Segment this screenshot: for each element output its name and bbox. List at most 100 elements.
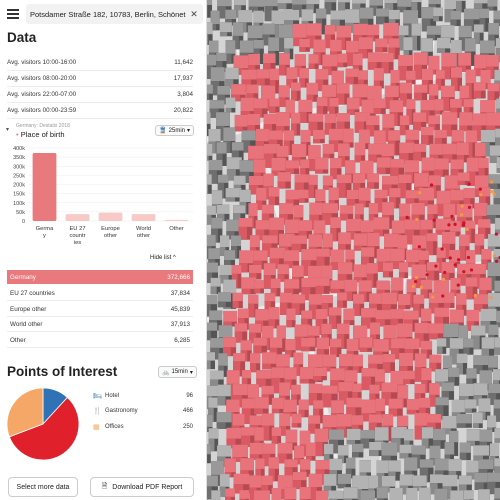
building	[337, 473, 352, 489]
building	[367, 173, 379, 189]
building	[352, 354, 363, 373]
bar[interactable]	[32, 152, 57, 221]
building	[405, 190, 421, 204]
building	[345, 457, 356, 479]
bar[interactable]	[164, 219, 189, 221]
building	[238, 217, 253, 240]
building	[291, 112, 301, 136]
building	[463, 188, 475, 209]
poi-marker	[443, 270, 447, 275]
building	[323, 443, 334, 466]
x-tick-label: Other	[169, 226, 184, 232]
poi-marker	[462, 270, 466, 274]
travel-time-value: 25min	[168, 127, 185, 134]
building	[324, 25, 336, 49]
poi-marker	[414, 275, 419, 280]
building	[277, 0, 293, 10]
building	[478, 489, 490, 500]
building	[277, 442, 293, 464]
poi-marker	[411, 284, 415, 289]
x-tick-label: y	[43, 233, 46, 239]
list-item-germany[interactable]: Germany 372,666	[7, 270, 193, 284]
building	[324, 0, 337, 15]
building	[299, 487, 311, 500]
building	[398, 294, 411, 310]
building	[207, 322, 218, 341]
stat-row: Avg. visitors 22:00-07:00 3,804	[7, 87, 193, 103]
search-input[interactable]: Potsdamer Straße 182, 10783, Berlin, Sch…	[26, 4, 203, 24]
bar[interactable]	[98, 212, 123, 221]
poi-travel-time-selector[interactable]: 🚲 15min ▾	[158, 366, 197, 378]
poi-marker	[441, 294, 445, 298]
building	[271, 397, 285, 414]
building	[360, 490, 376, 500]
menu-icon[interactable]	[4, 5, 22, 23]
building	[207, 352, 216, 370]
building	[382, 114, 395, 142]
stat-label: Avg. visitors 22:00-07:00	[7, 91, 77, 98]
poi-pie-chart	[6, 387, 80, 461]
list-item[interactable]: EU 27 countries 37,834	[7, 287, 193, 301]
building	[488, 174, 500, 189]
download-pdf-label: Download PDF Report	[112, 483, 183, 491]
building	[375, 310, 392, 327]
building	[420, 279, 433, 299]
building	[219, 264, 235, 284]
hide-list-toggle[interactable]: Hide list ^	[150, 255, 176, 261]
building	[406, 70, 416, 85]
chevron-down-icon[interactable]: ▾	[6, 127, 10, 133]
building	[493, 399, 500, 422]
building	[207, 0, 213, 18]
building	[441, 262, 455, 280]
poi-marker	[429, 183, 434, 187]
building	[434, 158, 449, 177]
building	[256, 370, 273, 388]
building	[219, 235, 230, 256]
building	[285, 339, 296, 358]
x-tick-label: other	[137, 233, 150, 239]
travel-time-selector[interactable]: 🚆 25min ▾	[155, 125, 194, 136]
building	[474, 233, 485, 255]
poi-marker	[473, 293, 477, 298]
building	[208, 248, 220, 266]
building	[299, 367, 316, 384]
building	[232, 444, 248, 462]
building	[406, 487, 418, 500]
list-value: 45,839	[170, 306, 190, 313]
building	[403, 370, 415, 385]
poi-marker	[492, 254, 497, 258]
poi-marker	[460, 204, 464, 208]
list-item[interactable]: Other 6,285	[7, 334, 193, 348]
3d-building-map[interactable]	[207, 0, 500, 500]
building	[352, 383, 362, 400]
building	[463, 490, 474, 500]
close-icon[interactable]: ✕	[190, 8, 198, 19]
building	[397, 0, 412, 13]
x-tick-label: World	[136, 226, 151, 232]
poi-marker	[465, 227, 469, 231]
list-item[interactable]: Europe other 45,839	[7, 303, 193, 317]
y-tick-label: 250k	[13, 173, 25, 179]
building	[225, 188, 242, 202]
building	[329, 97, 339, 117]
stat-value: 11,642	[174, 59, 193, 66]
building	[249, 442, 265, 460]
building	[375, 38, 388, 53]
building	[382, 262, 394, 278]
building	[286, 308, 296, 328]
place-of-birth-header[interactable]: ▾ Germany: Destatis 2018 • Place of birt…	[6, 123, 194, 145]
building	[353, 264, 368, 283]
building	[466, 368, 477, 387]
poi-marker	[405, 215, 409, 219]
document-icon: 🗎	[101, 482, 108, 490]
building	[210, 10, 220, 31]
building	[279, 53, 290, 76]
download-pdf-button[interactable]: 🗎 Download PDF Report	[90, 477, 194, 497]
map-view[interactable]	[207, 0, 500, 500]
select-more-data-button[interactable]: Select more data	[8, 477, 78, 497]
bar[interactable]	[131, 214, 156, 221]
building	[435, 369, 451, 387]
list-item[interactable]: World other 37,913	[7, 318, 193, 332]
list-value: 37,913	[170, 321, 190, 328]
bar[interactable]	[65, 214, 90, 221]
